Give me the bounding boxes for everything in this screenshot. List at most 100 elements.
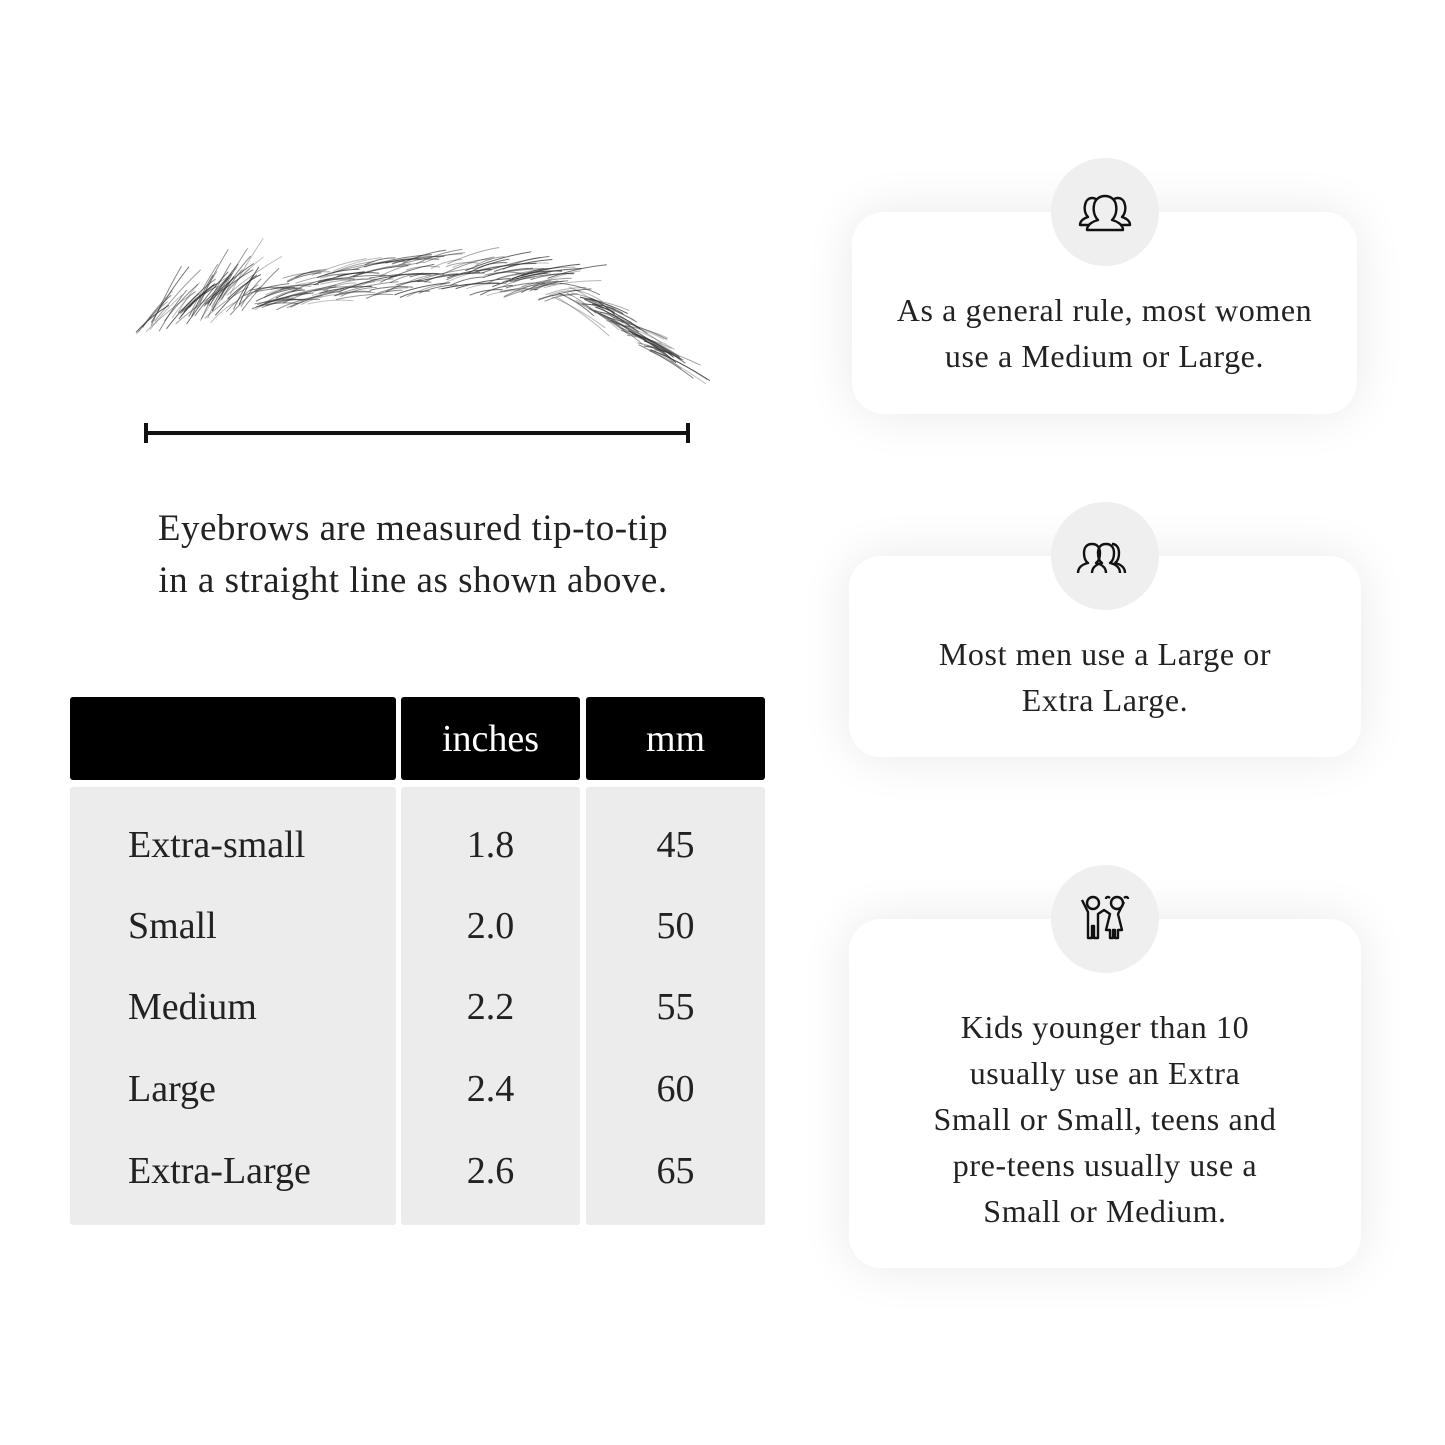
eyebrow-hair xyxy=(194,272,233,317)
eyebrow-hair xyxy=(576,302,631,336)
eyebrow-hair xyxy=(259,292,314,307)
card-text: Most men use a Large or xyxy=(938,635,1272,672)
eyebrow-hair xyxy=(548,289,580,297)
eyebrow-hair xyxy=(313,271,365,286)
eyebrow-hair xyxy=(579,296,629,315)
eyebrow-hair xyxy=(352,265,409,278)
eyebrow-hair xyxy=(486,290,525,297)
eyebrow-hair xyxy=(496,270,562,280)
eyebrow-hair xyxy=(149,294,183,331)
inches-value: 2.0 xyxy=(466,905,515,947)
eyebrow-hair xyxy=(319,272,362,279)
eyebrow-hair xyxy=(316,268,360,279)
eyebrow-hair xyxy=(638,344,694,379)
card-text: As a general rule, most women xyxy=(896,292,1313,328)
eyebrow-hair xyxy=(624,325,665,340)
eyebrow-hair xyxy=(607,317,668,340)
eyebrow-hair xyxy=(217,256,264,301)
eyebrow-hair xyxy=(334,290,372,297)
eyebrow-hair xyxy=(394,282,451,296)
eyebrow-hair xyxy=(286,272,322,283)
eyebrow-hair xyxy=(650,349,710,382)
eyebrow-hair xyxy=(204,286,249,319)
eyebrow-hair xyxy=(547,264,607,279)
eyebrow-hair xyxy=(375,258,440,265)
eyebrow-hair xyxy=(499,288,538,293)
eyebrow-hair xyxy=(445,262,479,268)
eyebrow-hair xyxy=(188,283,218,308)
eyebrow-hair xyxy=(261,298,297,309)
card-text: Kids younger than 10 xyxy=(960,1008,1250,1045)
eyebrow-hair xyxy=(171,290,197,319)
size-label: Small xyxy=(128,905,217,947)
eyebrow-hair xyxy=(340,286,377,297)
eyebrow-hair xyxy=(319,285,373,294)
eyebrow-hair xyxy=(207,278,229,319)
measurement-line xyxy=(144,423,690,443)
eyebrow-hair xyxy=(323,282,357,292)
eyebrow-hair xyxy=(447,269,492,279)
eyebrow-hair xyxy=(613,316,648,335)
eyebrow-hair xyxy=(555,296,610,337)
eyebrow-hair xyxy=(595,306,640,333)
card-text: Extra Large. xyxy=(1021,681,1189,718)
eyebrow-hair xyxy=(620,329,663,352)
eyebrow-hair xyxy=(221,269,243,300)
eyebrow-hair xyxy=(585,298,630,312)
eyebrow-hair xyxy=(291,278,331,293)
eyebrow-hair xyxy=(178,296,201,320)
eyebrow-hair xyxy=(369,286,414,291)
eyebrow-hair xyxy=(364,257,396,266)
eyebrow-hair xyxy=(225,284,259,313)
eyebrow-hair xyxy=(414,267,479,282)
eyebrow-hair xyxy=(450,276,484,286)
eyebrow-hair xyxy=(368,273,432,279)
eyebrow-hair xyxy=(446,271,481,281)
eyebrow-hair xyxy=(503,282,563,293)
eyebrow-hair xyxy=(270,285,312,290)
eyebrow-hair xyxy=(543,280,602,289)
eyebrow-hair xyxy=(430,259,462,270)
eyebrow-hair xyxy=(379,261,425,277)
eyebrow-hair xyxy=(646,344,675,363)
eyebrow-hair xyxy=(447,247,500,265)
eyebrow-hair xyxy=(307,299,354,305)
eyebrow-hair xyxy=(551,296,606,329)
eyebrow-hair xyxy=(320,278,377,285)
size-label: Large xyxy=(128,1068,216,1110)
eyebrow-hair xyxy=(415,248,463,265)
size-label: Extra-small xyxy=(128,824,306,866)
eyebrow-hair xyxy=(544,293,579,302)
eyebrow-hair xyxy=(158,289,188,332)
mm-column xyxy=(586,787,765,1225)
eyebrow-hair xyxy=(482,255,550,274)
mm-value: 50 xyxy=(656,905,695,947)
eyebrow-hair xyxy=(406,265,441,271)
eyebrow-hair xyxy=(285,286,337,298)
eyebrow-hair xyxy=(255,287,298,302)
eyebrow-hair xyxy=(502,266,560,283)
eyebrow-hair xyxy=(286,288,345,309)
eyebrow-hair xyxy=(154,269,202,322)
caption-line: in a straight line as shown above. xyxy=(158,560,668,601)
header-size xyxy=(70,697,396,780)
eyebrow-hair xyxy=(301,294,338,305)
eyebrow-hair xyxy=(328,281,375,294)
eyebrow-hair xyxy=(229,238,264,295)
mm-value: 65 xyxy=(656,1150,695,1192)
eyebrow-hair xyxy=(559,282,601,296)
eyebrow-hair xyxy=(365,289,403,299)
eyebrow-hair xyxy=(324,260,393,276)
eyebrow-hair xyxy=(399,290,430,298)
eyebrow-hair xyxy=(538,294,573,300)
eyebrow-hair xyxy=(211,276,235,312)
mm-value: 45 xyxy=(656,824,695,866)
eyebrow-hair xyxy=(588,308,628,334)
eyebrow-hair xyxy=(203,269,254,307)
eyebrow-hair xyxy=(385,279,422,293)
eyebrow-hair xyxy=(275,289,305,299)
eyebrow-hair xyxy=(177,274,232,313)
eyebrow-hair xyxy=(635,334,677,364)
card-text: Small or Small, teens and xyxy=(933,1100,1277,1137)
eyebrow-hair xyxy=(643,340,675,358)
